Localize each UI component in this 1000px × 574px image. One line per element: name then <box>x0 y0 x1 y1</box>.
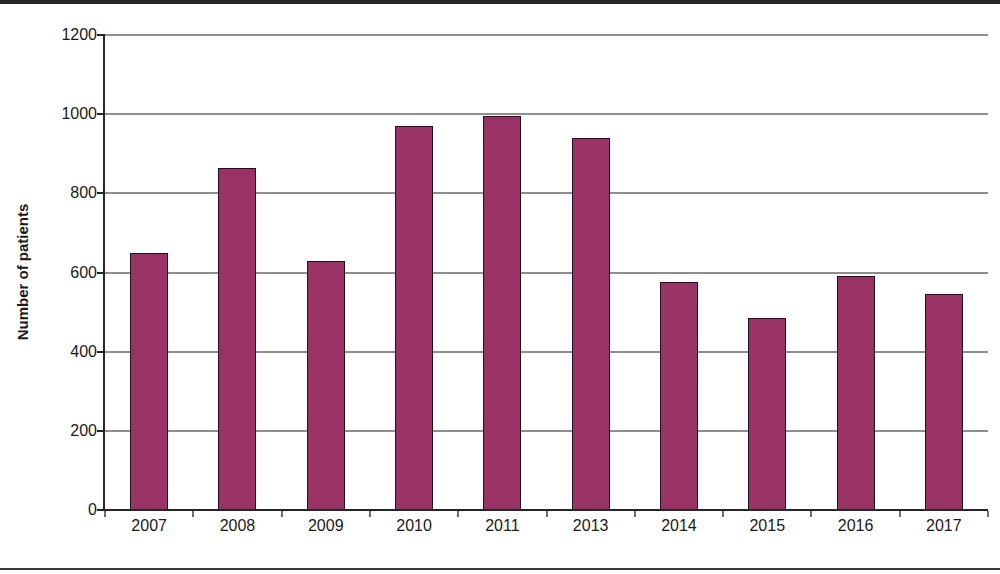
bar-2009 <box>307 261 345 510</box>
x-axis-label-2007: 2007 <box>109 517 189 535</box>
x-tick-mark-1 <box>192 511 194 517</box>
y-tick-label-200: 200 <box>37 422 97 440</box>
x-axis-line <box>97 509 988 511</box>
x-axis-label-2011: 2011 <box>462 517 542 535</box>
bar-2010 <box>395 126 433 510</box>
x-axis-label-2010: 2010 <box>374 517 454 535</box>
figure-bottom-border <box>0 568 1000 570</box>
x-axis-label-2017: 2017 <box>904 517 984 535</box>
x-tick-mark-2 <box>281 511 283 517</box>
y-axis-title: Number of patients <box>14 204 31 341</box>
bar-2011 <box>483 116 521 510</box>
x-tick-mark-3 <box>369 511 371 517</box>
y-tick-label-0: 0 <box>37 501 97 519</box>
y-tick-label-600: 600 <box>37 264 97 282</box>
x-axis-label-2016: 2016 <box>816 517 896 535</box>
y-tick-label-800: 800 <box>37 184 97 202</box>
gridline-1000 <box>105 113 988 115</box>
x-axis-label-2008: 2008 <box>197 517 277 535</box>
y-tick-label-1200: 1200 <box>37 26 97 44</box>
bar-2013 <box>572 138 610 510</box>
x-tick-mark-6 <box>634 511 636 517</box>
bar-2015 <box>748 318 786 510</box>
x-axis-label-2013: 2013 <box>551 517 631 535</box>
x-axis-label-2009: 2009 <box>286 517 366 535</box>
bar-2007 <box>130 253 168 510</box>
x-axis-label-2014: 2014 <box>639 517 719 535</box>
bar-2016 <box>837 276 875 510</box>
gridline-1200 <box>105 34 988 36</box>
bar-2008 <box>218 168 256 510</box>
y-axis-line <box>103 35 105 510</box>
x-tick-mark-9 <box>899 511 901 517</box>
x-tick-mark-4 <box>457 511 459 517</box>
bar-2017 <box>925 294 963 510</box>
x-tick-mark-10 <box>987 511 989 517</box>
x-tick-mark-7 <box>722 511 724 517</box>
y-tick-label-1000: 1000 <box>37 105 97 123</box>
y-tick-label-400: 400 <box>37 343 97 361</box>
bar-2014 <box>660 282 698 510</box>
figure: Number of patients 0 200 400 600 800 1000 1200… <box>0 0 1000 574</box>
x-tick-mark-0 <box>104 511 106 517</box>
bar-chart: Number of patients 0 200 400 600 800 1000 1200… <box>0 0 1000 574</box>
x-tick-mark-8 <box>810 511 812 517</box>
x-axis-label-2015: 2015 <box>727 517 807 535</box>
x-tick-mark-5 <box>546 511 548 517</box>
